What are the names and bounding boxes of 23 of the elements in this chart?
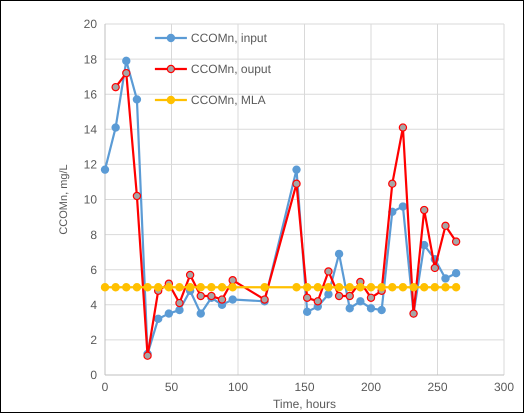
x-tick-label: 250 (427, 380, 448, 394)
x-tick-label: 100 (228, 380, 248, 394)
y-tick-label: 8 (90, 228, 98, 242)
y-tick-label: 10 (84, 192, 98, 207)
y-axis-title: CCOMn, mg/L (58, 164, 70, 235)
y-tick-label: 16 (84, 87, 98, 102)
y-tick-label: 2 (90, 333, 98, 348)
legend-label: CCOMn, MLA (190, 93, 266, 108)
y-tick-label: 4 (90, 298, 98, 312)
y-tick-label: 0 (90, 368, 98, 382)
legend-label: CCOMn, input (190, 31, 268, 46)
y-tick-label: 18 (84, 52, 98, 66)
x-tick-label: 50 (164, 380, 178, 394)
y-tick-label: 6 (90, 262, 98, 277)
x-tick-label: 300 (494, 380, 514, 394)
legend-label: CCOMn, ouput (190, 62, 272, 76)
y-tick-label: 14 (84, 122, 98, 136)
x-tick-label: 150 (294, 380, 315, 394)
x-tick-label: 200 (360, 380, 382, 394)
y-tick-label: 20 (84, 17, 98, 32)
y-tick-label: 12 (84, 158, 98, 172)
x-axis-title: Time, hours (273, 397, 336, 411)
x-tick-label: 0 (102, 380, 109, 394)
